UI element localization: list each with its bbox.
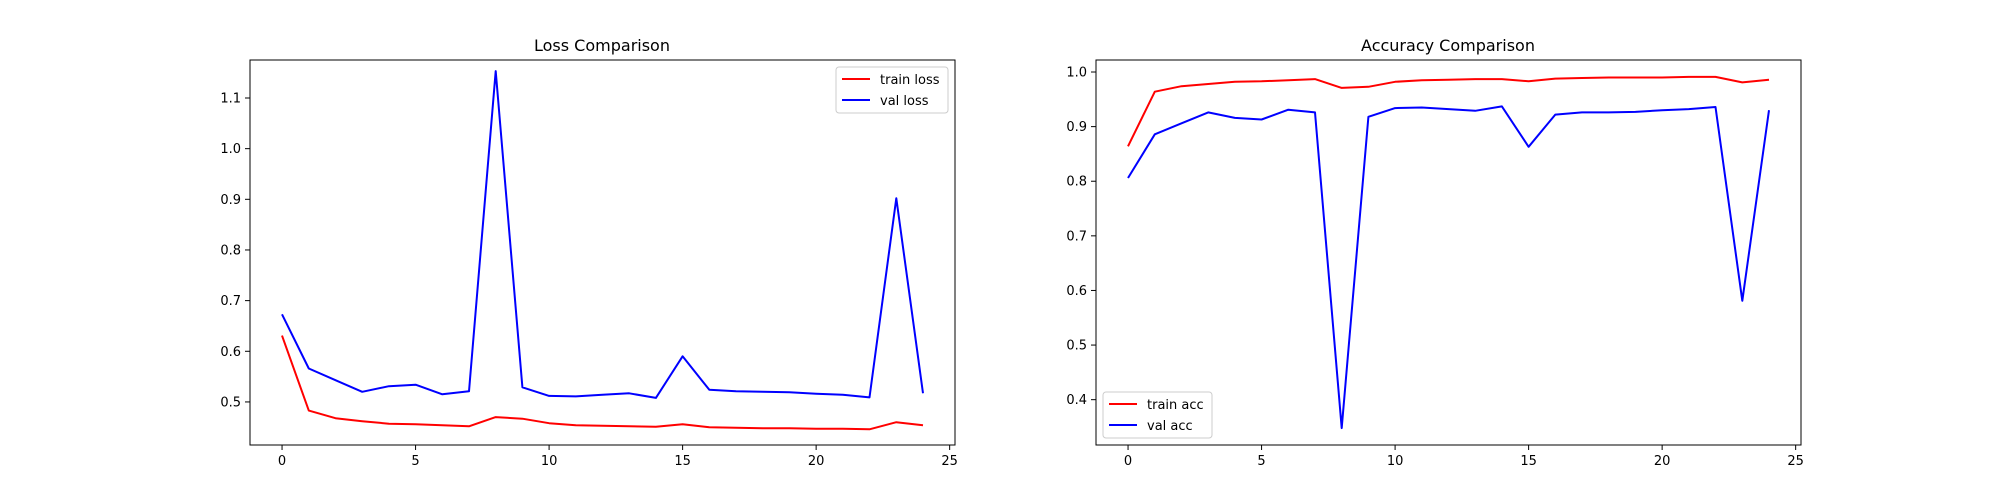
legend-label-train-loss: train loss <box>880 73 940 88</box>
legend-label-val-acc: val acc <box>1147 419 1193 434</box>
loss-chart-ticks: 0 5 10 15 20 25 0.5 0.6 0.7 0.8 0.9 1.0 1.1 <box>220 91 958 469</box>
y-tick-label: 0.8 <box>220 243 241 258</box>
accuracy-chart-legend: train acc val acc <box>1102 391 1213 439</box>
x-tick-label: 5 <box>1257 454 1265 469</box>
y-tick-label: 1.0 <box>220 142 241 157</box>
y-tick-label: 0.9 <box>220 193 241 208</box>
loss-chart-axes-frame <box>249 59 956 446</box>
y-tick-label: 0.9 <box>1066 120 1087 135</box>
x-tick-label: 25 <box>1787 454 1804 469</box>
x-tick-label: 20 <box>808 454 825 469</box>
y-tick-label: 0.5 <box>1066 339 1087 354</box>
x-tick-label: 10 <box>1387 454 1404 469</box>
accuracy-chart-axes-frame <box>1095 59 1802 446</box>
x-tick-label: 10 <box>541 454 558 469</box>
legend-label-train-acc: train acc <box>1147 398 1204 413</box>
accuracy-chart-panel: Accuracy Comparison 0 5 10 15 20 250.40.50.60… <box>1066 36 1804 469</box>
y-tick-label: 0.7 <box>1066 229 1087 244</box>
x-tick-label: 15 <box>1520 454 1537 469</box>
loss-chart-marks <box>281 70 924 431</box>
y-tick-label: 0.4 <box>1066 393 1087 408</box>
series-line-train-acc <box>1127 75 1770 147</box>
accuracy-chart-ticks: 0 5 10 15 20 25 0.4 0.5 0.6 0.7 0.8 0.9 1.0 <box>1066 66 1804 469</box>
y-tick-label: 0.7 <box>220 294 241 309</box>
x-tick-label: 20 <box>1654 454 1671 469</box>
x-tick-label: 0 <box>1124 454 1132 469</box>
y-tick-label: 0.8 <box>1066 175 1087 190</box>
series-line-val-acc <box>1127 105 1770 430</box>
x-tick-label: 15 <box>674 454 691 469</box>
legend-label-val-loss: val loss <box>880 94 929 109</box>
x-tick-label: 0 <box>278 454 286 469</box>
y-tick-label: 0.6 <box>1066 284 1087 299</box>
series-line-train-loss <box>281 335 924 431</box>
y-tick-label: 0.6 <box>220 345 241 360</box>
series-line-val-loss <box>281 70 924 399</box>
accuracy-chart-title: Accuracy Comparison <box>1361 36 1535 55</box>
x-tick-label: 5 <box>411 454 419 469</box>
y-tick-label: 1.1 <box>220 91 241 106</box>
loss-chart-title: Loss Comparison <box>534 36 670 55</box>
y-tick-label: 1.0 <box>1066 66 1087 81</box>
loss-chart-legend: train loss val loss <box>835 66 949 114</box>
loss-chart-panel: Loss Comparison 0 5 10 15 20 25 0.5 0.6 0.7 0.8 0.… <box>220 36 958 469</box>
x-tick-label: 25 <box>941 454 958 469</box>
accuracy-chart-marks <box>1127 75 1770 430</box>
y-tick-label: 0.5 <box>220 395 241 410</box>
